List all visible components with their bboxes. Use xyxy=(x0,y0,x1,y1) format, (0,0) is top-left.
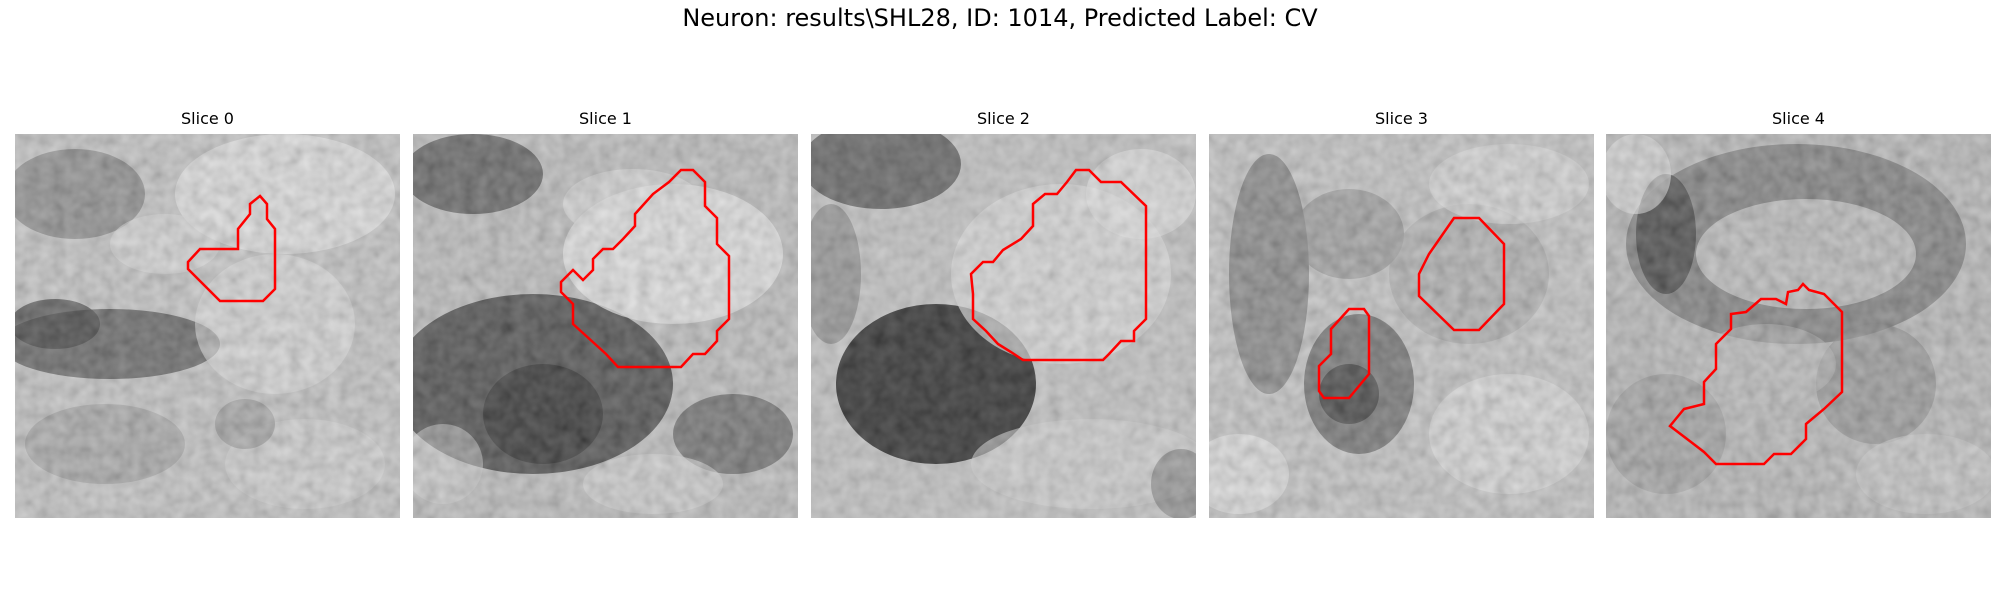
slice-panel-3: Slice 3 xyxy=(1209,108,1594,130)
figure-title: Neuron: results\SHL28, ID: 1014, Predict… xyxy=(0,4,2000,32)
slice-panel-0: Slice 0 xyxy=(15,108,400,130)
slice-title-4: Slice 4 xyxy=(1606,108,1991,130)
slice-title-3: Slice 3 xyxy=(1209,108,1594,130)
slice-title-0: Slice 0 xyxy=(15,108,400,130)
slice-panel-2: Slice 2 xyxy=(811,108,1196,130)
slice-title-2: Slice 2 xyxy=(811,108,1196,130)
slice-panel-4: Slice 4 xyxy=(1606,108,1991,130)
slice-title-1: Slice 1 xyxy=(413,108,798,130)
slice-image-0 xyxy=(15,134,400,518)
slice-image-3 xyxy=(1209,134,1594,518)
slice-panel-1: Slice 1 xyxy=(413,108,798,130)
slice-image-2 xyxy=(811,134,1196,518)
slice-image-4 xyxy=(1606,134,1991,518)
slice-image-1 xyxy=(413,134,798,518)
